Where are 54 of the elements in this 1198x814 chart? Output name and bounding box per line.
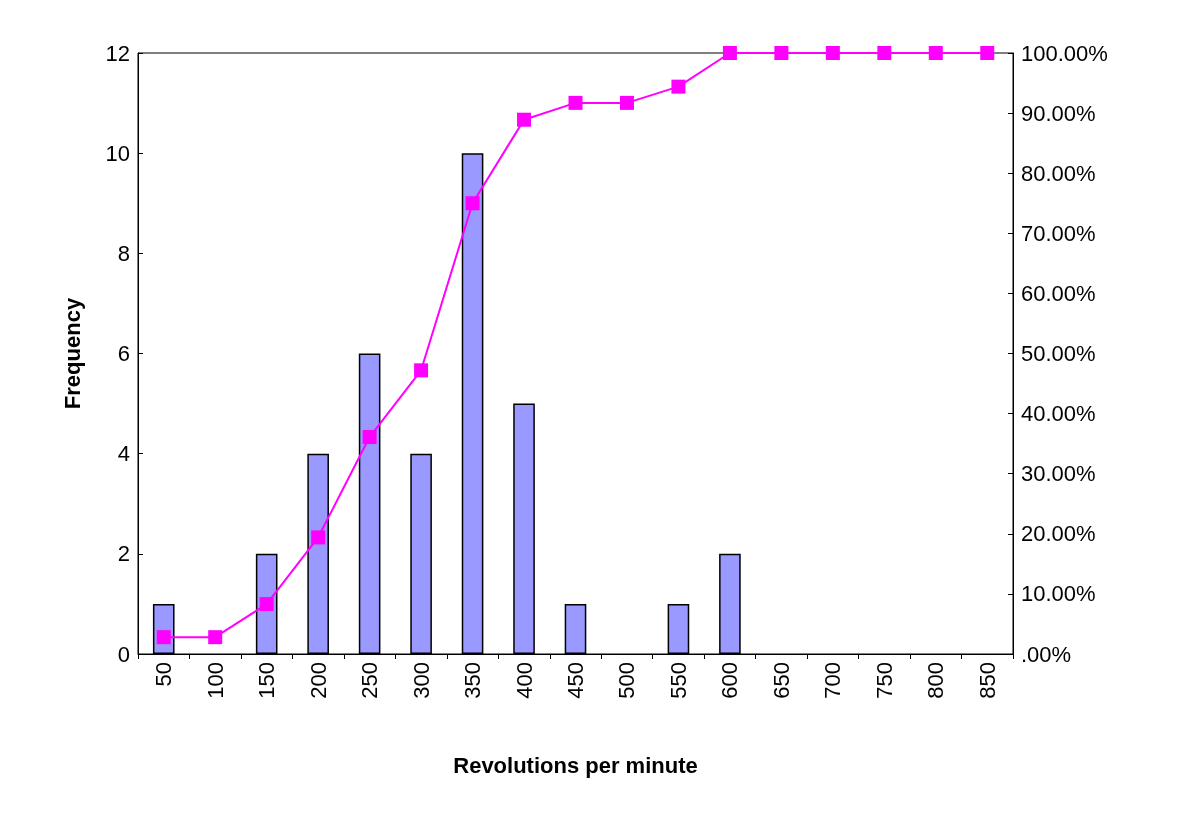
point	[259, 597, 274, 612]
y2-tick-label: 10.00%	[1021, 581, 1096, 607]
point	[517, 112, 532, 127]
point	[414, 363, 429, 378]
point	[928, 46, 943, 60]
x-tick-label: 150	[254, 662, 280, 699]
point	[722, 46, 737, 60]
point	[980, 46, 995, 60]
y-tick-label: 0	[117, 641, 130, 667]
y2-tick-label: 50.00%	[1021, 341, 1096, 366]
y-tick-label: 12	[105, 40, 130, 66]
y2-tick-label: 70.00%	[1021, 220, 1096, 246]
y2-tick-label: 80.00%	[1021, 160, 1096, 186]
point	[362, 430, 377, 445]
x-tick-label: 450	[563, 662, 588, 699]
x-tick-label: 300	[408, 662, 434, 699]
x-axis-title: Revolutions per minute	[453, 752, 698, 778]
y2-tick-label: 30.00%	[1021, 461, 1096, 487]
x-tick-label: 650	[768, 662, 794, 699]
y2-tick-label: 40.00%	[1021, 401, 1096, 427]
x-tick-label: 600	[717, 662, 743, 699]
point	[465, 196, 480, 211]
point	[619, 95, 634, 110]
y2-tick-label: 90.00%	[1021, 100, 1096, 126]
y-tick-label: 4	[117, 441, 130, 467]
x-tick-label: 800	[923, 662, 949, 699]
point	[774, 46, 789, 60]
point	[208, 630, 223, 645]
point	[825, 46, 840, 60]
y-tick-label: 6	[117, 341, 130, 366]
x-tick-label: 350	[460, 662, 486, 699]
x-tick-label: 100	[202, 662, 228, 699]
x-tick-label: 850	[974, 662, 1000, 699]
point	[568, 95, 583, 110]
point	[671, 79, 686, 94]
x-tick-label: 400	[511, 662, 537, 699]
point	[311, 530, 326, 545]
x-tick-label: 750	[871, 662, 897, 699]
point	[877, 46, 892, 60]
x-tick-label: 50	[151, 662, 177, 687]
y-tick-label: 8	[117, 240, 130, 266]
x-tick-label: 700	[820, 662, 846, 699]
y2-tick-label: 100.00%	[1021, 40, 1108, 66]
y2-tick-label: 60.00%	[1021, 280, 1096, 306]
y-tick-label: 10	[105, 140, 130, 166]
y2-tick-label: 20.00%	[1021, 521, 1096, 547]
y-axis-title: Frequency	[59, 297, 85, 410]
y2-tick-label: .00%	[1021, 641, 1072, 667]
x-tick-label: 250	[357, 662, 383, 699]
x-tick-label: 200	[305, 662, 331, 699]
x-tick-label: 550	[665, 662, 691, 699]
y-tick-label: 2	[117, 541, 130, 567]
x-tick-label: 500	[614, 662, 640, 699]
point	[156, 630, 171, 645]
